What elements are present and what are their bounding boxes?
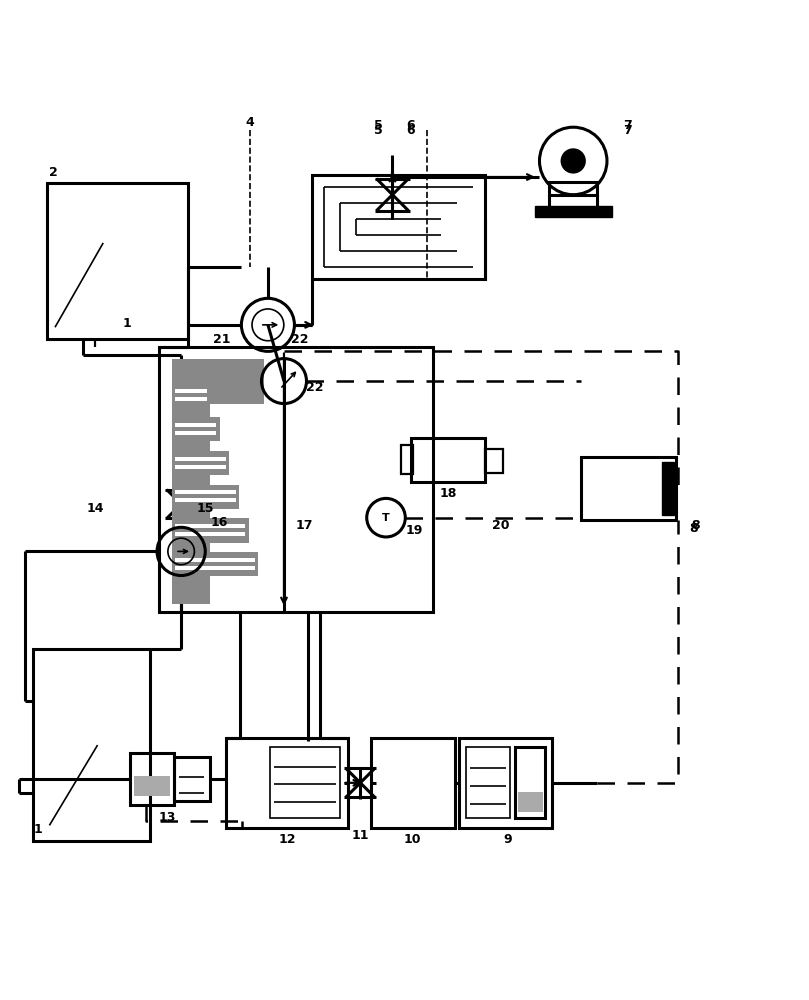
Bar xyxy=(175,397,207,401)
Bar xyxy=(172,485,239,509)
Text: 10: 10 xyxy=(404,833,421,846)
Text: 22: 22 xyxy=(306,381,324,394)
Text: 1: 1 xyxy=(123,317,132,330)
Text: 22: 22 xyxy=(291,333,309,346)
Bar xyxy=(371,738,455,828)
Bar xyxy=(172,417,220,441)
Bar xyxy=(33,649,150,841)
Bar xyxy=(312,175,485,279)
Text: T: T xyxy=(382,513,390,523)
Bar xyxy=(581,457,676,520)
Bar xyxy=(175,490,235,494)
Bar xyxy=(175,465,227,469)
Text: 13: 13 xyxy=(159,811,176,824)
Bar xyxy=(159,347,433,612)
Text: 8: 8 xyxy=(691,519,700,532)
Bar xyxy=(460,738,552,828)
Bar xyxy=(133,776,170,796)
Text: 20: 20 xyxy=(492,519,510,532)
Text: 4: 4 xyxy=(246,116,255,129)
Text: 7: 7 xyxy=(624,119,632,132)
Bar xyxy=(175,558,255,562)
Text: 15: 15 xyxy=(197,502,214,515)
Bar xyxy=(175,389,207,393)
Bar xyxy=(175,457,227,461)
Text: 2: 2 xyxy=(49,166,57,179)
Bar xyxy=(549,182,597,195)
Bar xyxy=(535,206,612,212)
Text: 8: 8 xyxy=(689,522,698,535)
Bar xyxy=(129,753,174,805)
Bar xyxy=(175,566,255,570)
Text: 21: 21 xyxy=(213,333,230,346)
Bar xyxy=(172,384,210,408)
Text: 5: 5 xyxy=(375,119,383,132)
Bar xyxy=(175,423,217,427)
Text: 12: 12 xyxy=(278,833,296,846)
Text: 1: 1 xyxy=(34,823,43,836)
Text: 6: 6 xyxy=(407,124,415,137)
Bar xyxy=(535,212,612,217)
Text: 7: 7 xyxy=(624,124,632,137)
Bar xyxy=(175,524,245,528)
Bar xyxy=(47,183,188,339)
Bar xyxy=(172,359,210,604)
Bar xyxy=(175,431,217,435)
Text: 5: 5 xyxy=(375,124,383,137)
Text: 17: 17 xyxy=(295,519,313,532)
Bar xyxy=(172,518,248,543)
Circle shape xyxy=(561,149,585,173)
Bar xyxy=(174,757,210,801)
Bar xyxy=(172,552,258,576)
Text: 6: 6 xyxy=(407,119,415,132)
Bar xyxy=(411,438,485,482)
Text: 14: 14 xyxy=(87,502,104,515)
Bar xyxy=(175,532,245,536)
Text: 16: 16 xyxy=(211,516,228,529)
Text: 9: 9 xyxy=(503,833,511,846)
Bar xyxy=(401,445,413,474)
Bar xyxy=(662,462,674,515)
Bar xyxy=(518,792,543,812)
Bar xyxy=(172,451,229,475)
Bar xyxy=(515,747,545,818)
Bar xyxy=(227,738,348,828)
Bar xyxy=(175,498,235,502)
Bar xyxy=(172,359,264,404)
Bar xyxy=(270,747,341,818)
Bar xyxy=(485,449,502,473)
Text: 19: 19 xyxy=(405,524,423,537)
Text: 18: 18 xyxy=(440,487,457,500)
Bar xyxy=(465,747,510,818)
Text: 11: 11 xyxy=(352,829,369,842)
